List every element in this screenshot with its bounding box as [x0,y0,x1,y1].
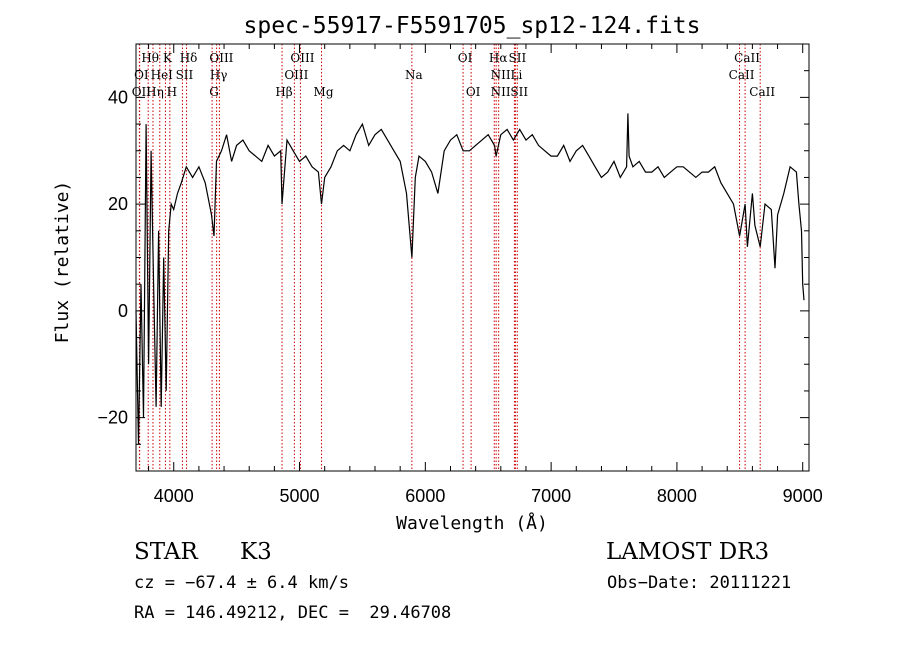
line-label-16: Li [510,68,522,82]
line-label-5: OI [458,51,473,65]
line-label-24: OI [466,85,481,99]
line-label-17: CaII [729,68,755,82]
x-axis-label: Wavelength (Å) [396,512,548,534]
y-axis-label: Flux (relative) [52,181,73,344]
survey-name: LAMOST DR3 [606,539,770,565]
observation-date: Obs−Date: 20111221 [607,573,792,593]
line-label-8: CaII [734,51,760,65]
y-tick-label: 20 [108,194,128,214]
line-label-6: Hα [489,51,508,65]
x-tick-label: 9000 [783,486,823,506]
line-label-23: Mg [314,85,334,99]
spectrum-line [135,113,805,445]
x-tick-label: 8000 [657,486,697,506]
line-label-11: SII [176,68,194,82]
redshift-velocity: cz = −67.4 ± 6.4 km/s [134,573,349,593]
y-tick-label: 40 [108,87,128,107]
line-label-26: SII [510,85,528,99]
line-label-1: K [163,51,173,65]
line-label-4: OIII [290,51,314,65]
y-tick-label: −20 [97,408,128,428]
y-tick-label: 0 [118,301,128,321]
line-label-22: Hβ [275,85,292,99]
line-label-13: OIII [284,68,308,82]
line-label-19: Hη [146,85,164,99]
line-label-3: OIII [209,51,233,65]
line-label-18: OII [132,85,152,99]
coordinates: RA = 146.49212, DEC = 29.46708 [134,603,452,623]
line-label-27: CaII [749,85,775,99]
x-tick-label: 5000 [280,486,320,506]
line-markers-group [138,44,761,471]
x-tick-label: 4000 [154,486,194,506]
line-label-9: OI [134,68,149,82]
line-label-20: H [167,85,177,99]
line-label-10: HeI [151,68,174,82]
line-label-12: Hγ [210,68,228,82]
line-label-25: NII [491,85,511,99]
object-class: K3 [240,539,272,565]
line-label-15: NII [491,68,511,82]
line-label-14: Na [405,68,423,82]
x-axis: 4000 5000 6000 7000 8000 9000 [148,44,823,506]
line-label-21: G [209,85,219,99]
x-tick-label: 7000 [531,486,571,506]
object-type: STAR [134,539,198,565]
plot-frame [135,43,810,472]
y-axis: −20 0 20 40 [97,70,809,445]
line-label-0: Hθ [141,51,159,65]
chart-title: spec-55917-F5591705_sp12-124.fits [244,13,701,39]
x-tick-label: 6000 [405,486,445,506]
line-label-2: Hδ [180,51,198,65]
line-label-7: SII [509,51,527,65]
